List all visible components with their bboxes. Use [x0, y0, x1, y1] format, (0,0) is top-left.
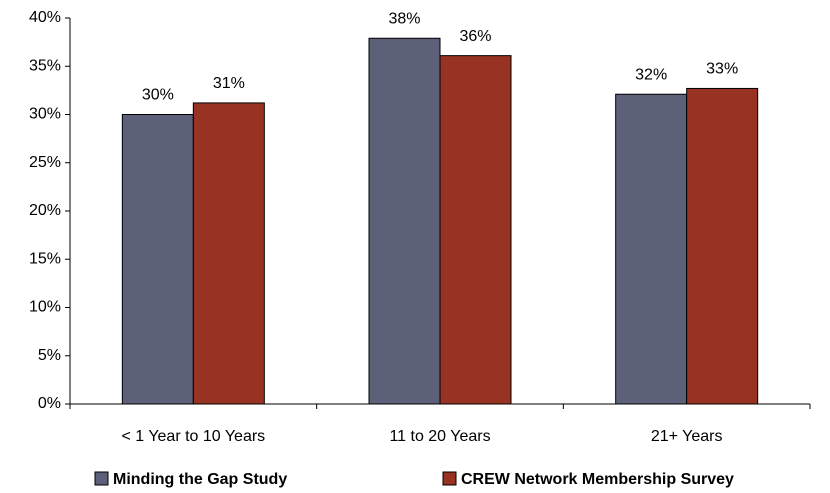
- bar: [686, 87, 759, 405]
- value-label: 30%: [142, 87, 174, 104]
- legend-label: CREW Network Membership Survey: [461, 471, 734, 488]
- y-tick-label: 0%: [38, 395, 61, 412]
- x-tick-label: < 1 Year to 10 Years: [121, 428, 265, 445]
- y-tick-label: 40%: [29, 9, 61, 26]
- y-tick-label: 30%: [29, 106, 61, 123]
- value-label: 31%: [213, 75, 245, 92]
- x-tick-label: 21+ Years: [651, 428, 723, 445]
- legend-swatch: [442, 471, 457, 486]
- x-tick-label: 11 to 20 Years: [389, 428, 490, 445]
- y-tick-label: 10%: [29, 299, 61, 316]
- y-tick-label: 35%: [29, 57, 61, 74]
- y-tick-label: 25%: [29, 154, 61, 171]
- y-tick-label: 20%: [29, 202, 61, 219]
- legend-swatch: [94, 471, 109, 486]
- bar: [121, 114, 194, 405]
- bar: [368, 37, 441, 405]
- y-tick-label: 5%: [38, 347, 61, 364]
- bar: [439, 55, 512, 405]
- value-label: 33%: [706, 61, 738, 78]
- value-label: 36%: [459, 28, 491, 45]
- value-label: 32%: [635, 66, 667, 83]
- bar: [615, 93, 688, 405]
- value-label: 38%: [388, 10, 420, 27]
- y-tick-label: 15%: [29, 250, 61, 267]
- bar: [192, 102, 265, 405]
- legend-label: Minding the Gap Study: [113, 471, 287, 488]
